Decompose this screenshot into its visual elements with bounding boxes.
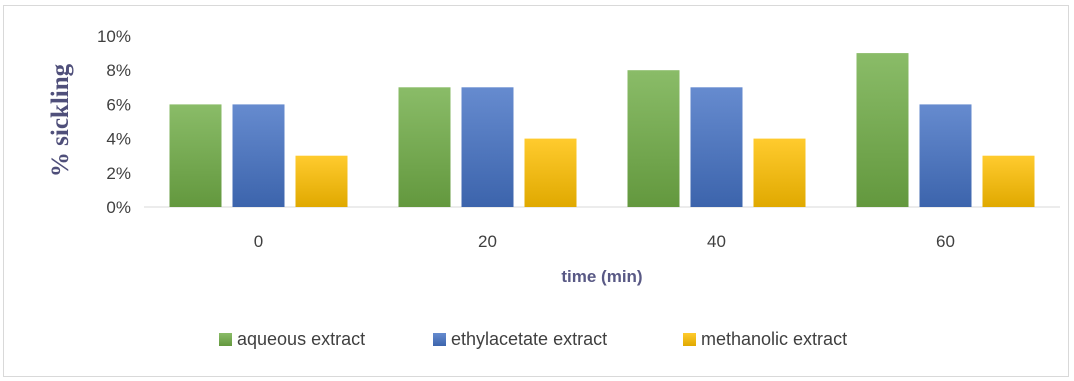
y-axis-ticks: 0% 2% 4% 6% 8% 10% [97,27,131,217]
y-tick-label: 2% [106,164,131,183]
legend-label: ethylacetate extract [451,329,607,349]
bar-aqueous-extract-40 [627,70,680,207]
bars [169,53,1035,207]
bar-methanolic-extract-20 [524,138,577,207]
bar-ethylacetate-extract-40 [690,87,743,207]
legend-label: methanolic extract [701,329,847,349]
bar-methanolic-extract-60 [982,155,1035,207]
y-tick-label: 0% [106,198,131,217]
bar-chart: 0% 2% 4% 6% 8% 10% 0 20 40 60 time (min) % sickl… [47,27,1060,349]
legend: aqueous extract ethylacetate extract metha… [219,329,847,349]
legend-swatch-ethylacetate-extract [433,333,446,346]
x-tick-label: 0 [254,232,263,251]
y-tick-label: 6% [106,95,131,114]
x-tick-label: 60 [936,232,955,251]
bar-aqueous-extract-20 [398,87,451,207]
legend-label: aqueous extract [237,329,365,349]
y-tick-label: 10% [97,27,131,46]
y-axis-title: % sickling [47,63,74,177]
chart-frame: 0% 2% 4% 6% 8% 10% 0 20 40 60 time (min) % sickl… [3,5,1069,377]
legend-swatch-methanolic-extract [683,333,696,346]
bar-ethylacetate-extract-20 [461,87,514,207]
x-tick-label: 40 [707,232,726,251]
legend-swatch-aqueous-extract [219,333,232,346]
bar-methanolic-extract-40 [753,138,806,207]
bar-aqueous-extract-60 [856,53,909,207]
y-tick-label: 8% [106,61,131,80]
bar-aqueous-extract-0 [169,104,222,207]
x-tick-label: 20 [478,232,497,251]
bar-methanolic-extract-0 [295,155,348,207]
bar-ethylacetate-extract-0 [232,104,285,207]
x-axis-title: time (min) [561,267,642,286]
y-tick-label: 4% [106,130,131,149]
x-axis-ticks: 0 20 40 60 [254,232,955,251]
bar-ethylacetate-extract-60 [919,104,972,207]
